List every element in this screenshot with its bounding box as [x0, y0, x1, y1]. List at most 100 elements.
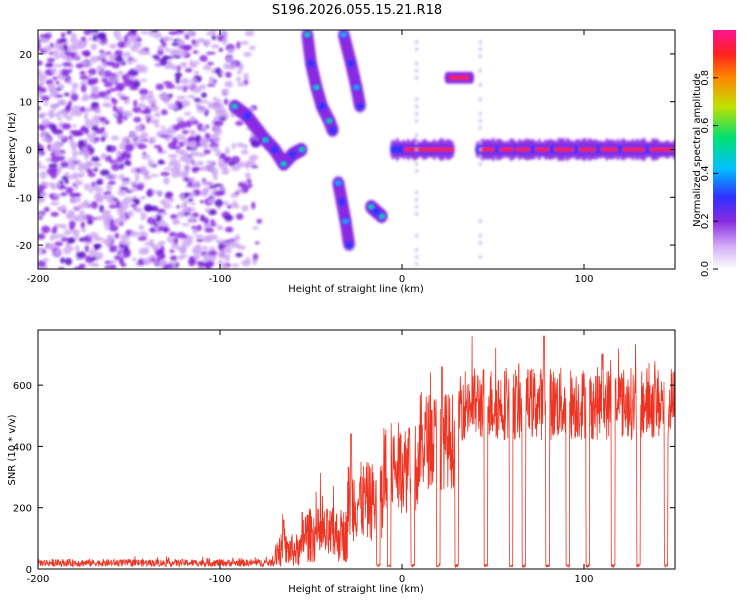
noise-blob — [104, 260, 112, 265]
noise-blob — [144, 246, 150, 255]
noise-blob — [222, 247, 227, 254]
band-core — [337, 198, 346, 207]
noise-blob — [188, 216, 196, 222]
noise-blob — [143, 257, 152, 265]
noise-blob — [191, 225, 198, 230]
noise-blob — [133, 99, 138, 107]
noise-blob — [192, 227, 199, 235]
noise-blob — [146, 189, 153, 197]
band-core — [372, 207, 381, 216]
spectrogram-ylabel: Frequency (Hz) — [7, 112, 18, 188]
noise-blob — [256, 218, 263, 224]
colorbar-tick-label: 0.2 — [700, 213, 711, 229]
noise-blob — [109, 87, 118, 92]
streak — [479, 47, 482, 52]
noise-blob — [94, 77, 99, 84]
noise-blob — [52, 226, 58, 230]
noise-blob — [90, 95, 97, 100]
noise-blob — [177, 40, 185, 44]
colorbar-tick-label: 0.6 — [700, 118, 711, 134]
noise-blob — [191, 61, 196, 68]
noise-blob — [130, 131, 138, 140]
noise-blob — [52, 234, 59, 240]
noise-blob — [182, 177, 190, 182]
noise-blob — [251, 164, 259, 169]
noise-blob — [195, 180, 200, 188]
noise-blob — [224, 214, 234, 222]
streak — [415, 39, 418, 44]
noise-blob — [170, 66, 179, 70]
noise-blob — [213, 120, 224, 127]
noise-blob — [227, 48, 235, 54]
noise-blob — [212, 96, 217, 101]
streak — [415, 118, 418, 123]
noise-blob — [224, 226, 234, 233]
noise-blob — [244, 30, 255, 37]
noise-blob — [162, 203, 173, 209]
streak — [415, 247, 418, 252]
noise-blob — [81, 50, 90, 56]
band-peak — [304, 32, 310, 37]
noise-blob — [91, 125, 99, 132]
noise-blob — [70, 33, 77, 38]
noise-blob — [160, 171, 170, 177]
colorbar-label: Normalized spectral amplitude — [692, 73, 703, 227]
noise-blob — [189, 207, 197, 211]
noise-blob — [84, 183, 90, 191]
noise-blob — [204, 132, 211, 139]
noise-blob — [77, 41, 87, 49]
streak — [479, 140, 482, 145]
noise-blob — [164, 98, 170, 105]
noise-blob — [140, 212, 147, 219]
noise-blob — [64, 229, 72, 236]
noise-blob — [231, 263, 240, 268]
noise-blob — [196, 224, 202, 232]
noise-blob — [76, 251, 87, 259]
noise-blob — [87, 172, 96, 178]
noise-blob — [181, 223, 190, 227]
noise-blob — [151, 54, 160, 59]
noise-blob — [90, 43, 98, 51]
noise-blob — [196, 107, 206, 114]
noise-blob — [105, 51, 112, 55]
noise-blob — [38, 260, 47, 268]
noise-blob — [183, 111, 192, 116]
noise-blob — [69, 36, 78, 43]
carrier-peak — [491, 147, 495, 152]
noise-blob — [222, 63, 233, 70]
noise-blob — [111, 73, 117, 77]
noise-blob — [63, 44, 68, 51]
noise-blob — [41, 118, 50, 126]
noise-blob — [42, 258, 49, 263]
noise-blob — [219, 185, 225, 191]
noise-blob — [178, 49, 188, 56]
noise-blob — [213, 79, 218, 83]
streak — [415, 262, 418, 267]
noise-blob — [170, 170, 180, 179]
noise-blob — [57, 115, 62, 122]
noise-blob — [122, 177, 131, 181]
noise-blob — [180, 61, 188, 68]
noise-blob — [226, 204, 233, 209]
noise-blob — [91, 102, 99, 107]
noise-blob — [78, 263, 86, 269]
noise-blob — [94, 137, 100, 142]
noise-blob — [252, 226, 259, 230]
noise-blob — [52, 91, 59, 96]
streak — [479, 147, 482, 152]
noise-blob — [79, 75, 89, 80]
noise-blob — [250, 140, 261, 148]
noise-blob — [100, 152, 107, 160]
noise-blob — [168, 93, 173, 98]
noise-blob — [66, 175, 77, 179]
noise-blob — [159, 200, 165, 205]
noise-blob — [182, 44, 191, 52]
noise-blob — [69, 129, 80, 135]
noise-blob — [103, 214, 114, 220]
streak — [479, 255, 482, 260]
noise-blob — [209, 30, 217, 36]
noise-blob — [183, 156, 194, 165]
noise-blob — [236, 81, 246, 87]
noise-blob — [154, 62, 162, 68]
